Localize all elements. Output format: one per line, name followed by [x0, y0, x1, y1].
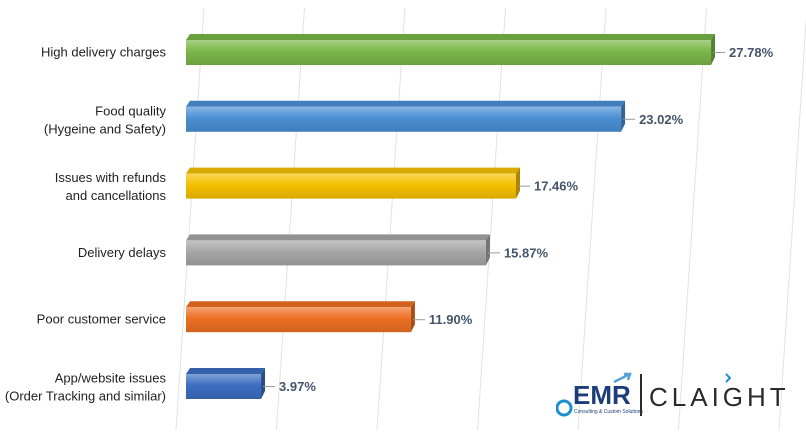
category-label: App/website issues (Order Tracking and si…: [5, 371, 167, 404]
bar-side: [410, 301, 415, 333]
value-label: 3.97%: [279, 379, 316, 394]
bar-side: [261, 368, 266, 399]
category-label: Food quality (Hygeine and Safety): [44, 103, 167, 136]
emr-circle-icon: [556, 399, 573, 417]
bar-side: [515, 167, 520, 199]
gridline: [678, 7, 707, 431]
value-label: 23.02%: [639, 112, 684, 127]
emr-claight-logo: EMR Consulting & Custom Solutions CLAIGH…: [556, 372, 790, 417]
value-labels: 27.78% 23.02% 17.46% 15.87% 11.90% 3.97%: [263, 45, 774, 394]
bar: [186, 374, 262, 399]
gridline: [477, 7, 506, 431]
bar-top: [186, 167, 520, 174]
bar-top: [186, 100, 626, 107]
bar-side: [711, 34, 716, 65]
bar-side: [621, 100, 626, 132]
bar-top: [186, 234, 490, 241]
category-label: High delivery charges: [41, 45, 167, 60]
bar: [186, 240, 486, 266]
value-label: 11.90%: [429, 312, 473, 327]
gridlines: [175, 7, 806, 431]
value-label: 15.87%: [504, 245, 549, 260]
chevron-icon: [725, 373, 732, 383]
category-label: Delivery delays: [78, 245, 167, 260]
value-label: 17.46%: [534, 179, 579, 194]
bar: [186, 106, 622, 132]
claight-wordmark: CLAIGHT: [649, 382, 790, 412]
bars: [186, 34, 716, 399]
category-label: Issues with refunds and cancellations: [55, 170, 167, 203]
bar: [186, 307, 411, 333]
gridline: [276, 7, 305, 431]
gridline: [577, 7, 607, 431]
category-labels: High delivery charges Food quality (Hygein…: [5, 45, 167, 404]
bar-top: [186, 368, 266, 374]
arrow-icon: [613, 372, 632, 384]
bar-top: [186, 34, 716, 40]
value-label: 27.78%: [729, 45, 774, 60]
category-label: Poor customer service: [37, 312, 166, 327]
gridline: [175, 7, 205, 431]
emr-tagline: Consulting & Custom Solutions: [574, 409, 643, 415]
bar: [186, 40, 712, 65]
bar: [186, 173, 516, 199]
emr-wordmark: EMR: [573, 380, 631, 410]
gridline: [778, 15, 806, 431]
bar-side: [485, 234, 490, 266]
bar-top: [186, 301, 415, 308]
gridline: [376, 7, 406, 431]
